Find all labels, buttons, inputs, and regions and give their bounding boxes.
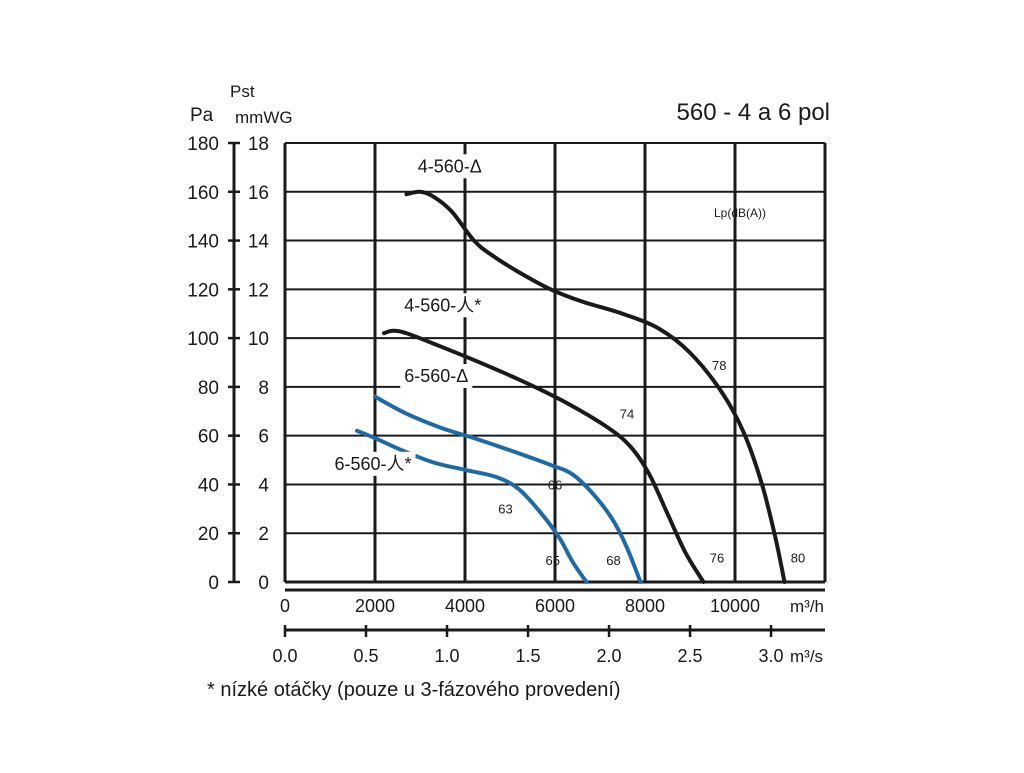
x-tick-label-m3s: 1.0	[435, 646, 460, 666]
y-tick-label-mmwg: 4	[258, 475, 269, 496]
x-tick-label-m3s: 2.5	[678, 646, 703, 666]
y-tick-label-mmwg: 14	[248, 232, 270, 253]
y-tick-label-mmwg: 0	[258, 573, 269, 594]
x-tick-label-m3h: 8000	[625, 596, 665, 616]
y-tick-label-mmwg: 10	[248, 329, 269, 350]
x-tick-label-m3h: 0	[280, 596, 290, 616]
y-tick-label-pa: 160	[187, 183, 219, 204]
noise-level-label: 66	[548, 477, 562, 492]
noise-level-label: 63	[498, 502, 512, 517]
x-tick-label-m3s: 0.5	[353, 646, 378, 666]
noise-level-label: 76	[710, 550, 724, 565]
curve-layer	[355, 189, 787, 584]
series-curve-3	[355, 428, 589, 584]
series-name-label: 4-560-Δ	[418, 156, 482, 176]
y-tick-label-mmwg: 6	[258, 427, 269, 448]
series-name-label: 4-560-人*	[404, 295, 481, 315]
y-axis-pst-label: Pst	[230, 82, 255, 101]
series-curve-1	[382, 328, 706, 584]
series-curve-0	[404, 189, 787, 584]
y-tick-label-pa: 180	[187, 134, 219, 155]
noise-level-label: 65	[546, 553, 560, 568]
y-tick-label-pa: 120	[187, 280, 219, 301]
y-tick-label-mmwg: 18	[248, 134, 269, 155]
x-tick-label-m3h: 2000	[355, 596, 395, 616]
y-tick-label-mmwg: 8	[258, 378, 269, 399]
series-name-label: 6-560-Δ	[404, 366, 468, 386]
y-tick-label-mmwg: 16	[248, 183, 269, 204]
axis-layer: 0204060801001201401601800246810121416180…	[187, 134, 825, 666]
footnote: * nízké otáčky (pouze u 3-fázového prove…	[207, 679, 621, 701]
series-label-background	[400, 293, 486, 318]
x-tick-label-m3s: 0.0	[272, 646, 297, 666]
y-axis-mmwg-label: mmWG	[235, 108, 293, 127]
noise-legend-label: Lp(dB(A))	[714, 206, 766, 220]
series-label-background	[330, 451, 416, 476]
y-tick-label-mmwg: 12	[248, 280, 269, 301]
y-tick-label-pa: 40	[198, 475, 219, 496]
chart-title: 560 - 4 a 6 pol	[677, 99, 830, 126]
y-tick-label-pa: 60	[198, 427, 219, 448]
y-tick-label-pa: 20	[198, 524, 219, 545]
y-tick-label-pa: 140	[187, 232, 219, 253]
series-curve-2	[373, 394, 643, 584]
y-tick-label-pa: 0	[208, 573, 219, 594]
x-axis-m3h-unit: m³/h	[790, 597, 824, 616]
noise-level-label: 78	[712, 358, 726, 373]
x-tick-label-m3h: 10000	[710, 596, 760, 616]
x-tick-label-m3s: 1.5	[516, 646, 541, 666]
label-layer: 78 80 74 76 66 68 63 65 4-560-Δ 4-560-人* 6-560-Δ 6-…	[330, 154, 805, 568]
noise-level-label: 68	[606, 553, 620, 568]
x-axis-m3s-unit: m³/s	[790, 647, 823, 666]
x-tick-label-m3s: 3.0	[759, 646, 784, 666]
x-tick-label-m3s: 2.0	[597, 646, 622, 666]
x-tick-label-m3h: 4000	[445, 596, 485, 616]
series-label-background	[400, 364, 473, 389]
noise-level-label: 74	[620, 407, 634, 422]
y-axis-pa-label: Pa	[190, 105, 214, 126]
y-tick-label-pa: 80	[198, 378, 219, 399]
noise-level-label: 80	[791, 550, 805, 565]
series-label-background	[413, 154, 486, 179]
y-tick-label-pa: 100	[187, 329, 219, 350]
series-name-label: 6-560-人*	[335, 454, 412, 474]
x-tick-label-m3h: 6000	[535, 596, 575, 616]
y-tick-label-mmwg: 2	[258, 524, 269, 545]
